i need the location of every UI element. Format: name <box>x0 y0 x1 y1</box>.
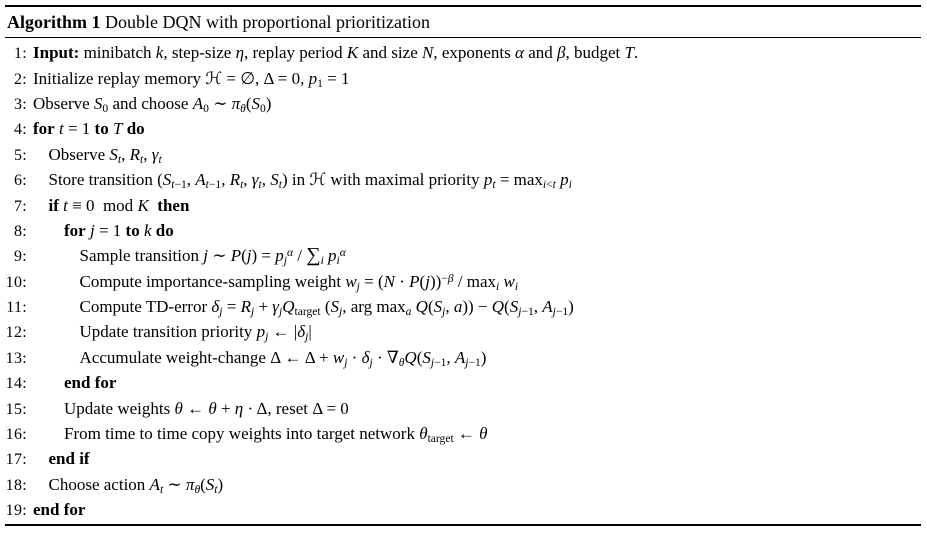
algorithm-line: 19: end for <box>5 497 921 522</box>
line-content: for j = 1 to k do <box>64 220 174 240</box>
line-content: end for <box>64 373 117 393</box>
line-number: 4: <box>13 121 27 139</box>
algorithm-caption: Algorithm 1 Double DQN with proportional… <box>5 7 921 37</box>
algorithm-line: 15: Update weights θ ← θ + η · Δ, reset … <box>5 396 921 421</box>
line-content: Initialize replay memory ℋ = ∅, Δ = 0, p… <box>33 68 350 90</box>
algorithm-line: 11: Compute TD-error δj = Rj + γjQtarget… <box>5 294 921 319</box>
algorithm-line: 4: for t = 1 to T do <box>5 116 921 141</box>
algorithm-line: 3: Observe S0 and choose A0 ∼ πθ(S0) <box>5 91 921 116</box>
top-rule <box>5 5 921 7</box>
line-content: Accumulate weight-change Δ ← Δ + wj · δj… <box>79 347 487 369</box>
algorithm-line: 7: if t ≡ 0 mod K then <box>5 193 921 218</box>
line-content: Observe St, Rt, γt <box>48 144 162 166</box>
algorithm-label: Algorithm 1 <box>7 12 101 32</box>
algorithm-figure: Algorithm 1 Double DQN with proportional… <box>5 5 921 526</box>
line-number: 12: <box>5 324 27 342</box>
algorithm-line: 2: Initialize replay memory ℋ = ∅, Δ = 0… <box>5 66 921 91</box>
line-number: 7: <box>13 197 27 215</box>
line-number: 9: <box>13 248 27 266</box>
line-number: 13: <box>5 349 27 367</box>
line-content: for t = 1 to T do <box>33 119 145 139</box>
algorithm-line: 10: Compute importance-sampling weight w… <box>5 269 921 294</box>
algorithm-line: 12: Update transition priority pj ← |δj| <box>5 319 921 344</box>
line-content: Input: minibatch k, step-size η, replay … <box>33 43 639 63</box>
line-content: From time to time copy weights into targ… <box>64 424 488 445</box>
line-number: 8: <box>13 222 27 240</box>
algorithm-line: 5: Observe St, Rt, γt <box>5 142 921 167</box>
line-content: Update transition priority pj ← |δj| <box>79 322 312 344</box>
line-number: 10: <box>5 273 27 291</box>
algorithm-line: 13: Accumulate weight-change Δ ← Δ + wj … <box>5 345 921 370</box>
line-number: 3: <box>13 95 27 113</box>
caption-rule <box>5 37 921 39</box>
line-number: 2: <box>13 70 27 88</box>
algorithm-body: 1: Input: minibatch k, step-size η, repl… <box>5 38 921 523</box>
line-content: Choose action At ∼ πθ(St) <box>48 474 224 496</box>
line-content: Store transition (St−1, At−1, Rt, γt, St… <box>48 170 572 192</box>
line-content: Update weights θ ← θ + η · Δ, reset Δ = … <box>64 398 349 418</box>
algorithm-line: 14: end for <box>5 370 921 395</box>
algorithm-line: 1: Input: minibatch k, step-size η, repl… <box>5 40 921 65</box>
algorithm-line: 18: Choose action At ∼ πθ(St) <box>5 472 921 497</box>
algorithm-line: 17: end if <box>5 446 921 471</box>
line-number: 5: <box>13 146 27 164</box>
line-number: 15: <box>5 400 27 418</box>
line-content: Compute TD-error δj = Rj + γjQtarget (Sj… <box>79 297 574 318</box>
line-content: end if <box>48 449 90 469</box>
line-number: 6: <box>13 172 27 190</box>
line-number: 14: <box>5 375 27 393</box>
line-content: Compute importance-sampling weight wj = … <box>79 271 519 293</box>
line-number: 18: <box>5 476 27 494</box>
line-number: 19: <box>5 502 27 520</box>
line-number: 17: <box>5 451 27 469</box>
bottom-rule <box>5 523 921 526</box>
line-number: 16: <box>5 426 27 444</box>
line-content: Observe S0 and choose A0 ∼ πθ(S0) <box>33 93 272 115</box>
algorithm-line: 6: Store transition (St−1, At−1, Rt, γt,… <box>5 167 921 192</box>
algorithm-title: Double DQN with proportional prioritizat… <box>105 12 430 32</box>
line-content: if t ≡ 0 mod K then <box>48 195 190 215</box>
line-content: Sample transition j ∼ P(j) = pjα / ∑i pi… <box>79 244 346 268</box>
algorithm-line: 8: for j = 1 to k do <box>5 218 921 243</box>
algorithm-line: 16: From time to time copy weights into … <box>5 421 921 446</box>
line-number: 1: <box>13 45 27 63</box>
line-content: end for <box>33 500 86 520</box>
algorithm-line: 9: Sample transition j ∼ P(j) = pjα / ∑i… <box>5 243 921 268</box>
line-number: 11: <box>6 299 27 317</box>
